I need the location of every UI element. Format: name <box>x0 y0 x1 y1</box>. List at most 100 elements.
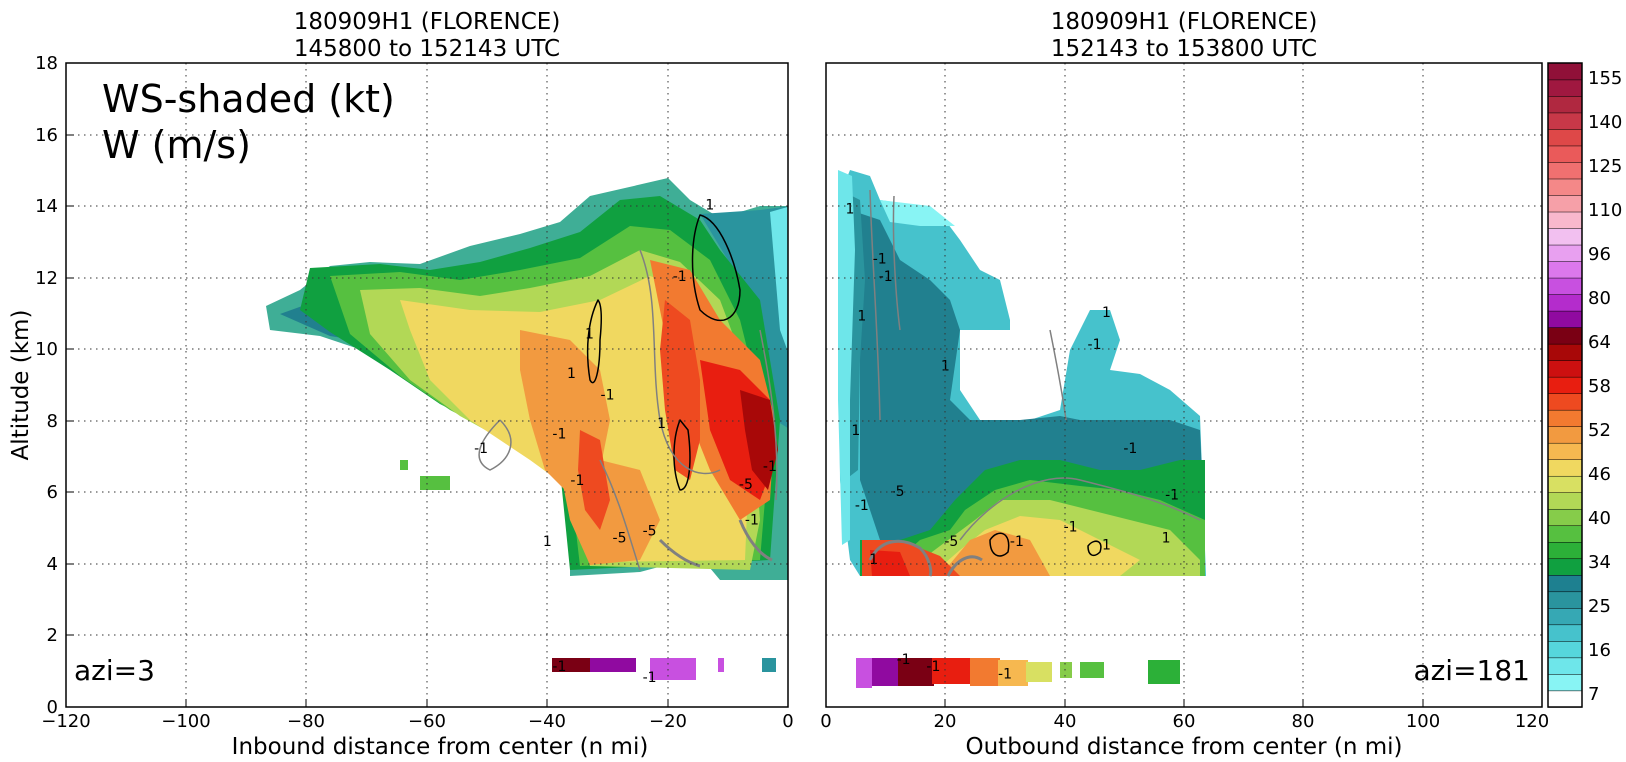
colorbar-swatch <box>1547 558 1583 576</box>
contour-label: 1 <box>857 309 866 325</box>
colorbar-swatch <box>1547 607 1583 626</box>
right-lowlevel-echo-9 <box>1080 662 1104 678</box>
left-contour-line <box>738 519 773 562</box>
right-lowlevel-echo-6 <box>998 660 1028 686</box>
colorbar-swatch <box>1547 79 1583 97</box>
colorbar-swatch <box>1547 492 1583 510</box>
left-x-tick-label: −40 <box>528 711 566 732</box>
left-tick-marks <box>66 134 669 707</box>
colorbar-swatch <box>1547 293 1583 312</box>
left-x-tick-label: −120 <box>41 711 90 732</box>
colorbar-tick-label: 110 <box>1588 200 1622 221</box>
colorbar-swatch <box>1547 442 1583 460</box>
colorbar-swatch <box>1547 591 1583 609</box>
left-y-tick-label: 2 <box>47 625 58 646</box>
contour-label: -5 <box>891 484 905 500</box>
left-lowlevel-echo-2 <box>590 658 636 672</box>
left-contour-line <box>658 538 701 568</box>
right-dark-teal-body <box>850 210 1205 540</box>
contour-label: -1 <box>745 513 759 529</box>
colorbar-tick-label: 58 <box>1588 376 1611 397</box>
right-tick-marks <box>944 699 1424 707</box>
right-lowlevel-echo-1 <box>856 658 872 688</box>
colorbar-tick-label: 140 <box>1588 112 1622 133</box>
right-x-tick-label: 120 <box>1515 711 1549 732</box>
left-x-tick-label: −100 <box>161 711 210 732</box>
contour-label: -1 <box>1123 441 1137 457</box>
right-dark-red-base <box>870 550 910 576</box>
right-x-tick-label: 60 <box>1173 711 1196 732</box>
colorbar-swatch <box>1547 343 1583 361</box>
right-lowlevel-echo-5 <box>970 658 1000 686</box>
left-wind-speed-shading: -1 -1 1 1 1 -1 -1 -1 1 -5 -5 1 -5 -1 -1 -1 -1 <box>266 178 788 686</box>
left-y-tick-label: 18 <box>35 53 58 74</box>
colorbar-swatch <box>1547 574 1583 593</box>
colorbar-swatch <box>1547 145 1583 163</box>
right-orange-layer <box>940 530 1050 576</box>
contour-label: -1 <box>763 459 777 475</box>
colorbar-swatch <box>1547 541 1583 560</box>
right-lowlevel-echo-7 <box>1026 662 1052 682</box>
left-lowlevel-echo-5 <box>762 658 776 672</box>
right-x-tick-label: 100 <box>1406 711 1440 732</box>
colorbar-tick-label: 34 <box>1588 552 1611 573</box>
left-y-tick-label: 4 <box>47 554 58 575</box>
left-contours <box>478 214 778 571</box>
contour-label: -5 <box>944 534 958 550</box>
contour-label: -1 <box>1064 520 1078 536</box>
contour-label: 1 <box>567 366 576 382</box>
overlay-label-ws: WS-shaded (kt) <box>102 77 395 121</box>
colorbar-swatch <box>1547 525 1583 543</box>
left-x-tick-label: −60 <box>408 711 446 732</box>
contour-label: -1 <box>855 498 869 514</box>
contour-label: -1 <box>552 427 566 443</box>
right-contour-line <box>868 539 933 577</box>
left-teal-right-wall <box>700 206 788 429</box>
right-wind-speed-shading: 1-1-111-111-1-5-1-1-11-5 -1 11-1 -1 -1 <box>838 170 1206 688</box>
contour-label: -1 <box>643 670 657 686</box>
contour-label: 1 <box>1102 538 1111 554</box>
right-contour-line <box>959 477 1201 541</box>
colorbar: 155 140 125 110 96 80 64 58 52 46 40 34 … <box>1547 62 1622 708</box>
contour-label: -1 <box>1088 337 1102 353</box>
right-contour-line <box>1087 540 1102 557</box>
right-contour-labels: 1-1-111-111-1-5-1-1-11-5 -1 11-1 -1 -1 <box>845 201 1179 682</box>
colorbar-frame <box>1547 62 1583 708</box>
colorbar-swatch <box>1547 244 1583 262</box>
right-x-tick-label: 40 <box>1054 711 1077 732</box>
left-grid <box>66 63 788 707</box>
contour-label: -1 <box>1010 534 1024 550</box>
contour-label: -1 <box>879 269 893 285</box>
colorbar-swatch <box>1547 211 1583 229</box>
colorbar-tick-label: 80 <box>1588 288 1611 309</box>
right-contour-line <box>1049 329 1067 421</box>
left-y-tick-label: 0 <box>47 697 58 718</box>
contour-label: 1 <box>543 534 552 550</box>
colorbar-tick-label: 7 <box>1588 684 1599 705</box>
contour-label: 1 <box>705 198 714 214</box>
colorbar-tick-label: 125 <box>1588 156 1622 177</box>
contour-label: 1 <box>657 416 666 432</box>
colorbar-swatch <box>1547 326 1583 345</box>
left-contour-line <box>759 329 778 501</box>
right-contour-line <box>946 555 983 577</box>
colorbar-swatch <box>1547 409 1583 427</box>
left-contour-line <box>599 459 641 571</box>
colorbar-swatch <box>1547 426 1583 444</box>
right-contour-line <box>892 195 901 331</box>
colorbar-swatch <box>1547 508 1583 527</box>
right-x-tick-labels: 0 20 40 60 80 100 120 <box>820 711 1549 732</box>
colorbar-swatch <box>1547 657 1583 675</box>
colorbar-tick-label: 155 <box>1588 68 1622 89</box>
colorbar-swatch <box>1547 690 1583 708</box>
left-title-line1: 180909H1 (FLORENCE) <box>294 9 561 35</box>
colorbar-swatch <box>1547 62 1583 81</box>
colorbar-swatch <box>1547 95 1583 114</box>
colorbar-tick-label: 52 <box>1588 420 1611 441</box>
left-y-tick-label: 12 <box>35 268 58 289</box>
colorbar-swatch <box>1547 112 1583 130</box>
left-cyan-right-edge <box>770 206 788 352</box>
left-x-axis-label: Inbound distance from center (n mi) <box>232 734 649 760</box>
colorbar-tick-label: 64 <box>1588 332 1611 353</box>
right-title-line1: 180909H1 (FLORENCE) <box>1051 9 1318 35</box>
